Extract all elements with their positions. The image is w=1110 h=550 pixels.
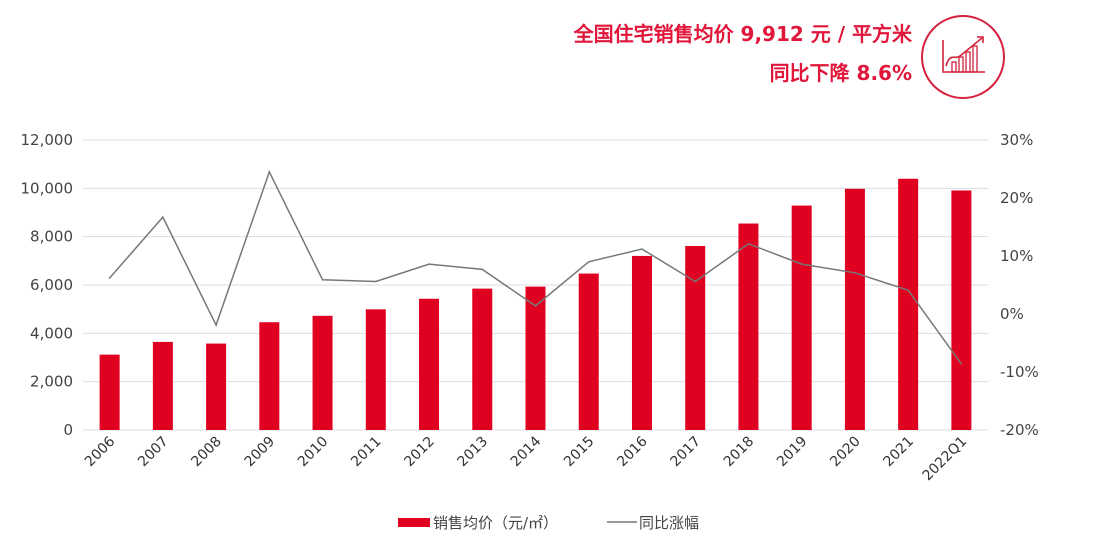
x-axis-label: 2017 (668, 434, 705, 471)
growth-point (694, 280, 697, 283)
bar (525, 286, 546, 430)
x-axis-label: 2007 (135, 434, 172, 471)
legend-line-label: 同比涨幅 (639, 514, 699, 532)
growth-point (587, 261, 590, 263)
right-axis-tick: 20% (1000, 189, 1033, 207)
bar (472, 288, 493, 430)
x-axis-label: 2010 (295, 434, 332, 471)
x-axis-label: 2012 (401, 434, 438, 471)
growth-point (854, 272, 856, 274)
x-axis-label: 2019 (774, 434, 811, 471)
bar (206, 343, 227, 430)
bar (685, 245, 706, 430)
bar (99, 354, 120, 430)
left-axis-tick: 6,000 (30, 276, 73, 294)
left-axis-tick: 8,000 (30, 228, 73, 246)
x-axis-label: 2006 (82, 433, 119, 470)
bar (578, 273, 599, 430)
bar (152, 341, 173, 430)
x-axis-label: 2011 (348, 434, 385, 471)
x-axis-label: 2013 (455, 434, 492, 471)
bar (631, 255, 652, 430)
right-axis-tick: -20% (1000, 421, 1039, 439)
growth-point (321, 278, 324, 281)
bar (791, 205, 812, 430)
right-axis-tick: 30% (1000, 131, 1033, 149)
bar (259, 322, 280, 430)
bar (844, 188, 865, 430)
rising-bar-chart-icon (921, 15, 1005, 99)
x-axis-label: 2016 (614, 433, 651, 470)
right-axis-tick: -10% (1000, 363, 1039, 381)
x-axis-label: 2009 (242, 434, 279, 471)
growth-point (108, 277, 111, 279)
x-axis-label: 2020 (827, 434, 864, 471)
bar (419, 298, 440, 430)
right-axis-tick: 0% (1000, 305, 1024, 323)
growth-point (428, 263, 430, 265)
x-axis-label: 2018 (721, 434, 758, 471)
x-axis-label: 2015 (561, 434, 598, 471)
growth-point (534, 305, 537, 307)
growth-point (268, 171, 271, 173)
headline: 全国住宅销售均价 9,912 元 / 平方米 (573, 22, 912, 46)
left-axis-tick: 12,000 (21, 131, 74, 149)
subline: 同比下降 8.6% (769, 61, 912, 85)
x-axis-label: 2022Q1 (920, 434, 971, 485)
growth-point (481, 268, 484, 271)
growth-point (747, 243, 750, 245)
bar (738, 223, 759, 430)
left-axis-tick: 0 (63, 421, 73, 439)
legend-bar-swatch (398, 518, 430, 527)
growth-point (800, 263, 803, 265)
growth-point (162, 216, 164, 218)
bar (898, 178, 919, 430)
left-axis-tick: 2,000 (30, 373, 73, 391)
growth-point (374, 280, 377, 283)
x-axis-label: 2008 (188, 434, 225, 471)
left-axis-tick: 10,000 (21, 179, 74, 197)
growth-point (960, 363, 963, 365)
legend-bar-label: 销售均价（元/㎡） (433, 514, 558, 532)
x-axis-label: 2021 (880, 434, 917, 471)
bar (951, 190, 972, 430)
growth-point (907, 289, 909, 292)
growth-point (641, 248, 643, 250)
right-axis-tick: 10% (1000, 247, 1033, 265)
left-axis-tick: 4,000 (30, 324, 73, 342)
bar (312, 315, 333, 430)
growth-point (215, 324, 217, 326)
bar (365, 309, 386, 430)
x-axis-label: 2014 (508, 433, 545, 470)
